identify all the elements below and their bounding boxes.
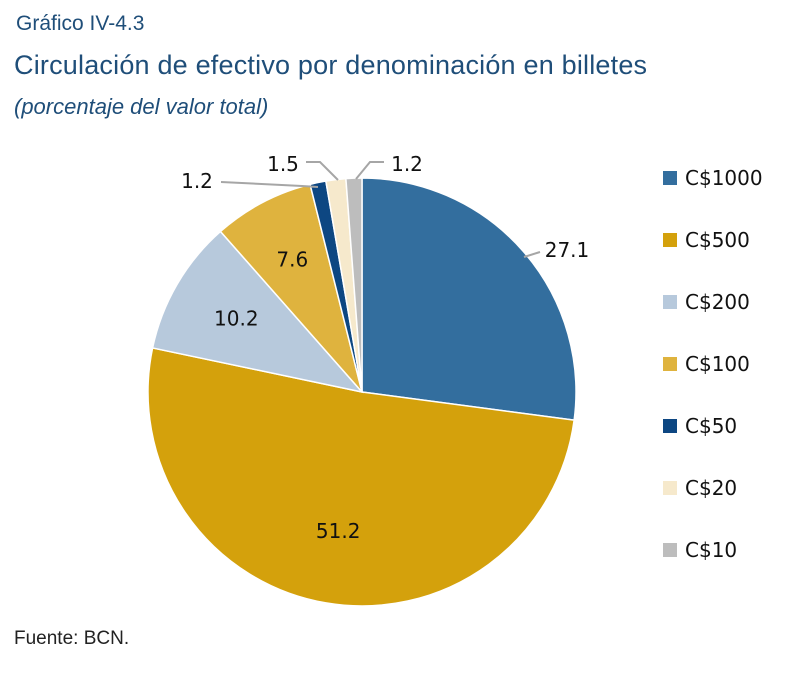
legend-label: C$200 bbox=[685, 290, 750, 314]
pie-slice-c10 bbox=[345, 177, 363, 393]
pie-slices bbox=[147, 177, 577, 607]
legend-item-c1000: C$1000 bbox=[663, 166, 763, 190]
legend-swatch bbox=[663, 543, 677, 557]
legend-item-c10: C$10 bbox=[663, 538, 737, 562]
legend-label: C$50 bbox=[685, 414, 737, 438]
pie-slice-c500 bbox=[147, 347, 575, 607]
legend-swatch bbox=[663, 171, 677, 185]
chart-kicker: Gráfico IV-4.3 bbox=[16, 12, 145, 35]
pie-slice-c200 bbox=[151, 230, 365, 394]
data-label-c1000: 27.1 bbox=[545, 238, 590, 262]
leader-line-c50 bbox=[220, 181, 319, 188]
leader-line-c10 bbox=[355, 161, 384, 180]
data-labels: 27.1 51.2 10.2 7.6 1.2 1.5 1.2 bbox=[181, 152, 589, 543]
data-label-c200: 10.2 bbox=[214, 307, 259, 331]
legend-swatch bbox=[663, 357, 677, 371]
legend-label: C$500 bbox=[685, 228, 750, 252]
legend-label: C$100 bbox=[685, 352, 750, 376]
legend-swatch bbox=[663, 295, 677, 309]
data-label-c100: 7.6 bbox=[276, 247, 308, 271]
pie-slice-c1000 bbox=[361, 177, 577, 421]
leader-lines bbox=[220, 161, 541, 258]
source-note: Fuente: BCN. bbox=[14, 628, 130, 649]
chart-subtitle: (porcentaje del valor total) bbox=[14, 94, 269, 119]
legend-item-c500: C$500 bbox=[663, 228, 750, 252]
leader-line-c20 bbox=[306, 161, 339, 181]
legend-item-c20: C$20 bbox=[663, 476, 737, 500]
legend-swatch bbox=[663, 419, 677, 433]
legend-item-c200: C$200 bbox=[663, 290, 750, 314]
data-label-c500: 51.2 bbox=[316, 519, 361, 543]
data-label-c50: 1.2 bbox=[181, 169, 213, 193]
legend-item-c50: C$50 bbox=[663, 414, 737, 438]
data-label-c20: 1.5 bbox=[267, 152, 299, 176]
legend-item-c100: C$100 bbox=[663, 352, 750, 376]
legend-swatch bbox=[663, 481, 677, 495]
pie-slice-c100 bbox=[219, 183, 363, 393]
legend-label: C$1000 bbox=[685, 166, 763, 190]
chart-title: Circulación de efectivo por denominación… bbox=[14, 50, 648, 80]
legend: C$1000 C$500 C$200 C$100 C$50 C$20 C$10 bbox=[663, 166, 763, 562]
legend-label: C$10 bbox=[685, 538, 737, 562]
leader-line-c1000 bbox=[523, 251, 541, 258]
data-label-c10: 1.2 bbox=[391, 152, 423, 176]
legend-label: C$20 bbox=[685, 476, 737, 500]
legend-swatch bbox=[663, 233, 677, 247]
